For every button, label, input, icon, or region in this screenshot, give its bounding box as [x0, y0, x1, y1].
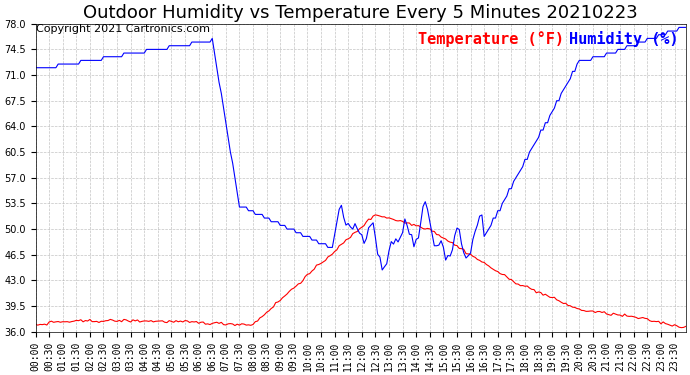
Humidity (%)	[31, 66, 39, 70]
Humidity (%)	[378, 268, 386, 272]
Humidity (%)	[88, 58, 97, 63]
Temperature (°F)	[31, 322, 39, 327]
Humidity (%)	[360, 241, 368, 246]
Temperature (°F)	[360, 224, 368, 228]
Temperature (°F)	[88, 320, 97, 324]
Humidity (%)	[580, 58, 588, 63]
Title: Outdoor Humidity vs Temperature Every 5 Minutes 20210223: Outdoor Humidity vs Temperature Every 5 …	[83, 4, 638, 22]
Humidity (%)	[591, 54, 600, 59]
Temperature (°F)	[627, 314, 635, 318]
Temperature (°F)	[677, 326, 685, 330]
Legend: Temperature (°F), Humidity (%): Temperature (°F), Humidity (%)	[412, 25, 684, 54]
Humidity (%)	[607, 51, 615, 55]
Temperature (°F)	[580, 308, 588, 313]
Temperature (°F)	[682, 324, 690, 328]
Line: Temperature (°F): Temperature (°F)	[35, 215, 686, 328]
Humidity (%)	[627, 44, 635, 48]
Temperature (°F)	[591, 310, 600, 315]
Text: Copyright 2021 Cartronics.com: Copyright 2021 Cartronics.com	[35, 24, 210, 34]
Temperature (°F)	[371, 213, 380, 217]
Line: Humidity (%): Humidity (%)	[35, 27, 686, 270]
Humidity (%)	[682, 25, 690, 30]
Temperature (°F)	[607, 313, 615, 318]
Humidity (%)	[675, 25, 683, 30]
